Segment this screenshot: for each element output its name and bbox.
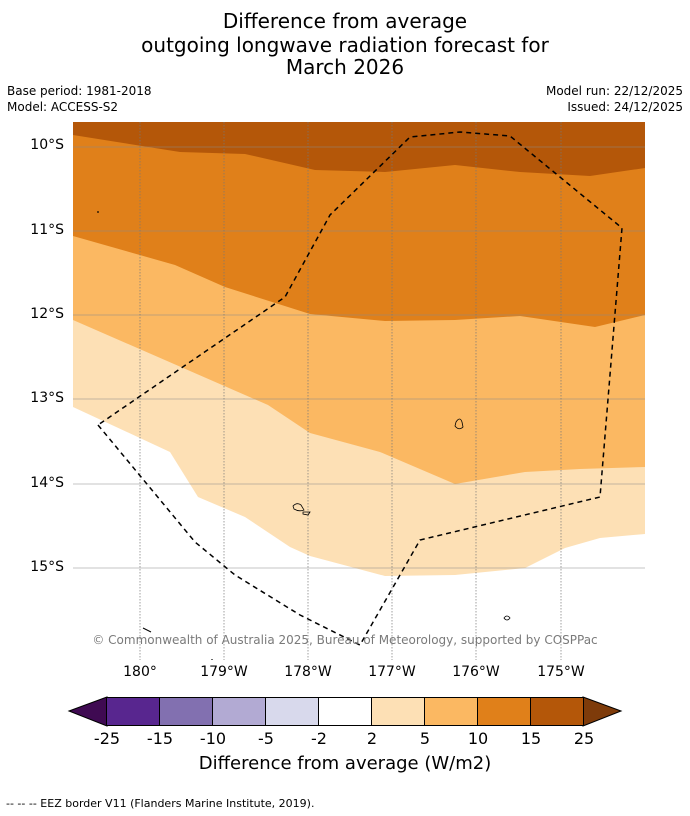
colorbar-swatch (265, 697, 319, 726)
band-10-to-15 (73, 122, 645, 327)
colorbar-swatch (371, 697, 425, 726)
map-title-line-3: March 2026 (285, 55, 405, 79)
lat-label: 13°S (30, 390, 64, 406)
map-title-line-1: Difference from average (222, 9, 468, 33)
colorbar-tick: 10 (467, 729, 489, 748)
lat-label: 14°S (30, 475, 64, 491)
lon-label: 175°W (537, 664, 585, 680)
colorbar-tick: -2 (311, 729, 327, 748)
model-run: Model run: 22/12/2025 (545, 84, 683, 98)
island-shape (292, 503, 305, 512)
island-shape (142, 627, 152, 633)
band-15-to-25 (73, 122, 645, 176)
lat-grid (73, 146, 645, 569)
colorbar-swatch (530, 697, 584, 726)
model-name: Model: ACCESS-S2 (7, 100, 119, 114)
colorbar-swatch (424, 697, 478, 726)
colorbar-tick: -10 (199, 729, 227, 748)
colorbar-swatch (159, 697, 213, 726)
island-shape (97, 211, 99, 213)
lat-label: 15°S (30, 559, 64, 575)
colorbar-swatch (477, 697, 531, 726)
lon-label: 176°W (452, 664, 500, 680)
lon-label: 178°W (284, 664, 332, 680)
island-shape (211, 659, 213, 660)
colorbar-swatch (106, 697, 160, 726)
eez-border (97, 131, 623, 646)
colorbar-extend-low (67, 696, 108, 727)
lat-label: 12°S (30, 306, 64, 322)
copyright-notice: © Commonwealth of Australia 2025, Bureau… (92, 633, 598, 647)
lon-grid (139, 122, 562, 660)
lat-label: 10°S (30, 137, 64, 153)
base-period: Base period: 1981-2018 (7, 84, 152, 98)
colorbar-tick: 2 (366, 729, 378, 748)
lat-label: 11°S (30, 222, 64, 238)
colorbar-tick: 25 (573, 729, 595, 748)
colorbar-swatch (318, 697, 372, 726)
lon-label: 180° (123, 664, 157, 680)
colorbar-tick: 15 (520, 729, 542, 748)
eez-legend-footer: -- -- -- EEZ border V11 (Flanders Marine… (6, 797, 315, 810)
colorbar-tick: -5 (258, 729, 274, 748)
lon-label: 179°W (200, 664, 248, 680)
colorbar-tick: -25 (93, 729, 121, 748)
colorbar-extend-high (582, 696, 623, 727)
island-shape (454, 418, 464, 430)
lon-label: 177°W (368, 664, 416, 680)
island-shape (302, 511, 311, 516)
issued-date: Issued: 24/12/2025 (567, 100, 683, 114)
colorbar-tick: 5 (419, 729, 431, 748)
colorbar-tick: -15 (146, 729, 174, 748)
colorbar-swatch (212, 697, 266, 726)
map-title-line-2: outgoing longwave radiation forecast for (141, 33, 549, 57)
colorbar-label: Difference from average (W/m2) (198, 753, 492, 774)
island-shape (503, 615, 511, 621)
